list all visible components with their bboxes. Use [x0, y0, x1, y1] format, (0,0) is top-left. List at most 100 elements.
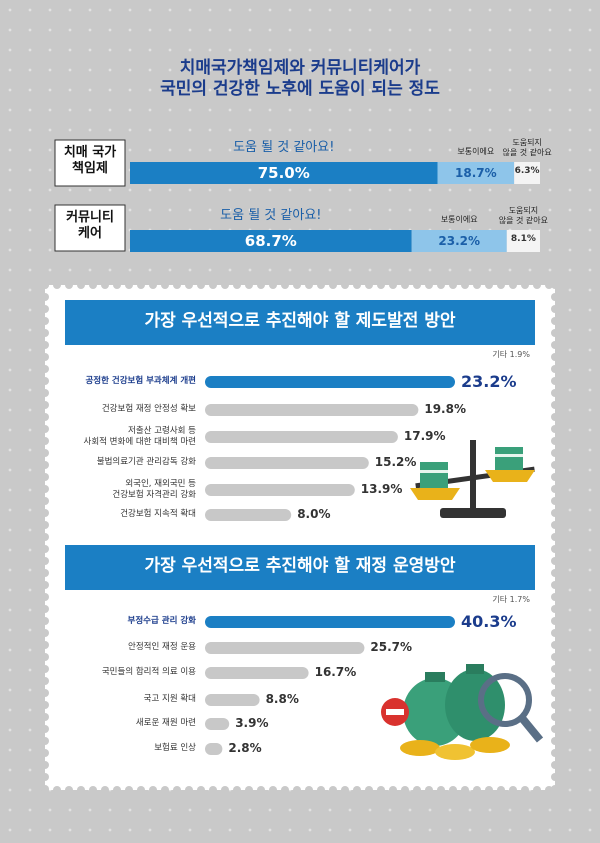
perforation-dot	[41, 557, 49, 565]
perforation-dot	[353, 786, 361, 794]
perforation-dot	[461, 786, 469, 794]
perforation-dot	[173, 786, 181, 794]
perforation-dot	[269, 786, 277, 794]
perforation-dot	[41, 521, 49, 529]
perforation-dot	[89, 786, 97, 794]
bar	[205, 616, 455, 628]
perforation-dot	[509, 281, 517, 289]
perforation-dot	[65, 281, 73, 289]
perforation-dot	[551, 317, 559, 325]
value-label: 19.8%	[424, 402, 466, 416]
perforation-dot	[551, 353, 559, 361]
perforation-dot	[101, 281, 109, 289]
perforation-dot	[551, 377, 559, 385]
category-label: 보험료 인상	[154, 743, 196, 753]
perforation-dot	[41, 593, 49, 601]
perforation-dot	[377, 786, 385, 794]
perforation-dot	[41, 425, 49, 433]
perforation-dot	[353, 281, 361, 289]
perforation-dot	[41, 725, 49, 733]
perforation-dot	[41, 473, 49, 481]
perforation-dot	[329, 786, 337, 794]
value-label: 2.8%	[228, 741, 262, 755]
bar	[205, 642, 365, 654]
perforation-dot	[551, 593, 559, 601]
perforation-dot	[41, 749, 49, 757]
perforation-dot	[401, 786, 409, 794]
perforation-dot	[521, 786, 529, 794]
perforation-dot	[77, 281, 85, 289]
perforation-dot	[209, 786, 217, 794]
category-label: 불법의료기관 관리감독 강화	[96, 457, 196, 467]
perforation-dot	[41, 305, 49, 313]
perforation-dot	[293, 281, 301, 289]
perforation-dot	[77, 786, 85, 794]
perforation-dot	[149, 786, 157, 794]
perforation-dot	[341, 281, 349, 289]
perforation-dot	[551, 533, 559, 541]
perforation-dot	[161, 786, 169, 794]
perforation-dot	[551, 677, 559, 685]
value-label: 15.2%	[374, 455, 417, 469]
bar	[205, 404, 419, 416]
perforation-dot	[221, 281, 229, 289]
category-label: 국민들의 합리적 의료 이용	[101, 667, 196, 677]
perforation-dot	[41, 581, 49, 589]
perforation-dot	[41, 617, 49, 625]
perforation-dot	[137, 786, 145, 794]
category-label: 저출산 고령사회 등 사회적 변화에 대한 대비책 마련	[83, 426, 196, 447]
perforation-dot	[245, 786, 253, 794]
bar	[205, 457, 369, 469]
perforation-dot	[533, 786, 541, 794]
perforation-dot	[413, 786, 421, 794]
value-label: 8.1%	[510, 234, 536, 244]
category-label: 새로운 재원 마련	[135, 718, 196, 728]
perforation-dot	[293, 786, 301, 794]
row-label: 치매 국가 책임제	[63, 145, 117, 177]
annotation: 기타 1.9%	[492, 350, 530, 359]
value-label: 16.7%	[314, 665, 357, 679]
legend-label: 도움되지 않을 것 같아요	[502, 138, 552, 157]
perforation-dot	[551, 329, 559, 337]
perforation-dot	[185, 786, 193, 794]
row-label-box	[54, 139, 126, 187]
bar-segment	[514, 162, 540, 184]
perforation-dot	[41, 677, 49, 685]
perforation-dot	[551, 461, 559, 469]
perforation-dot	[41, 413, 49, 421]
value-label: 8.8%	[265, 692, 299, 706]
category-label: 건강보험 재정 안정성 확보	[101, 404, 196, 414]
category-label: 외국인, 재외국민 등 건강보험 자격관리 강화	[112, 479, 196, 500]
row-label: 커뮤니티 케어	[66, 210, 114, 242]
money-illustration	[381, 664, 544, 760]
perforation-dot	[341, 786, 349, 794]
section-title: 가장 우선적으로 추진해야 할 제도발전 방안	[144, 311, 456, 331]
perforation-dot	[41, 533, 49, 541]
bar	[205, 743, 223, 755]
section-header	[65, 300, 535, 345]
legend-label: 도움 될 것 같아요!	[220, 208, 322, 223]
perforation-dot	[473, 281, 481, 289]
section-header	[65, 545, 535, 590]
bar-segment	[130, 162, 438, 184]
perforation-dot	[551, 293, 559, 301]
perforation-dot	[41, 701, 49, 709]
scale-illustration	[410, 440, 535, 518]
category-label: 부정수급 관리 강화	[127, 616, 196, 626]
perforation-dot	[551, 713, 559, 721]
perforation-dot	[413, 281, 421, 289]
perforation-dot	[389, 281, 397, 289]
perforation-dot	[461, 281, 469, 289]
perforation-dot	[551, 485, 559, 493]
perforation-dot	[551, 413, 559, 421]
bar	[205, 694, 260, 706]
perforation-dot	[551, 557, 559, 565]
legend-label: 도움되지 않을 것 같아요	[498, 206, 549, 225]
perforation-dot	[317, 281, 325, 289]
perforation-dot	[521, 281, 529, 289]
bar	[205, 376, 455, 388]
perforation-dot	[149, 281, 157, 289]
perforation-dot	[551, 605, 559, 613]
perforation-dot	[41, 569, 49, 577]
